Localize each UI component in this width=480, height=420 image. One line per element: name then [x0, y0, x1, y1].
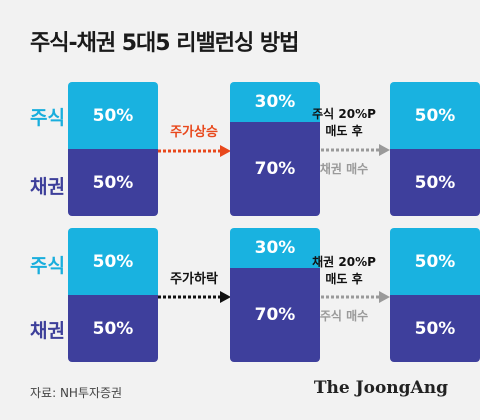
row2-shifted-bond: 70% [230, 268, 320, 362]
row1-action-line1: 주식 20%P [312, 107, 376, 121]
row1-shifted-box: 30% 70% [230, 82, 320, 216]
row1-final-stock: 50% [390, 82, 480, 149]
row1-final-box: 50% 50% [390, 82, 480, 216]
row2-action-line2: 매도 후 [325, 272, 363, 286]
page-title: 주식-채권 5대5 리밸런싱 방법 [30, 31, 299, 56]
row2-initial-stock: 50% [68, 228, 158, 295]
row1-event-arrow [158, 145, 231, 157]
row1-action-line2: 매도 후 [325, 124, 363, 138]
row2-action-sub: 주식 매수 [319, 309, 369, 323]
row1-final-bond: 50% [390, 149, 480, 216]
row2-final-box: 50% 50% [390, 228, 480, 362]
row2-action-arrow [321, 291, 390, 303]
row2-event-label: 주가하락 [170, 272, 218, 287]
row2-final-stock: 50% [390, 228, 480, 295]
row2-shifted-box: 30% 70% [230, 228, 320, 362]
row1-bond-label: 채권 [30, 176, 65, 198]
row2-event-arrow [158, 291, 231, 303]
row2-initial-bond: 50% [68, 295, 158, 362]
publisher-logo: The JoongAng [313, 378, 448, 398]
row1-shifted-bond: 70% [230, 122, 320, 216]
row2-initial-box: 50% 50% [68, 228, 158, 362]
row1-stock-label: 주식 [30, 107, 65, 129]
row1-initial-stock: 50% [68, 82, 158, 149]
row2-bond-label: 채권 [30, 320, 65, 342]
row2-shifted-stock: 30% [230, 228, 320, 268]
row1-action-arrow [321, 144, 390, 156]
row1-action-sub: 채권 매수 [319, 162, 369, 176]
row2-action-line1: 채권 20%P [312, 255, 376, 269]
row1-initial-box: 50% 50% [68, 82, 158, 216]
row2-final-bond: 50% [390, 295, 480, 362]
row1-event-label: 주가상승 [170, 125, 218, 140]
row1-shifted-stock: 30% [230, 82, 320, 122]
row1-initial-bond: 50% [68, 149, 158, 216]
row2-stock-label: 주식 [30, 255, 65, 277]
source-note: 자료: NH투자증권 [30, 386, 123, 400]
